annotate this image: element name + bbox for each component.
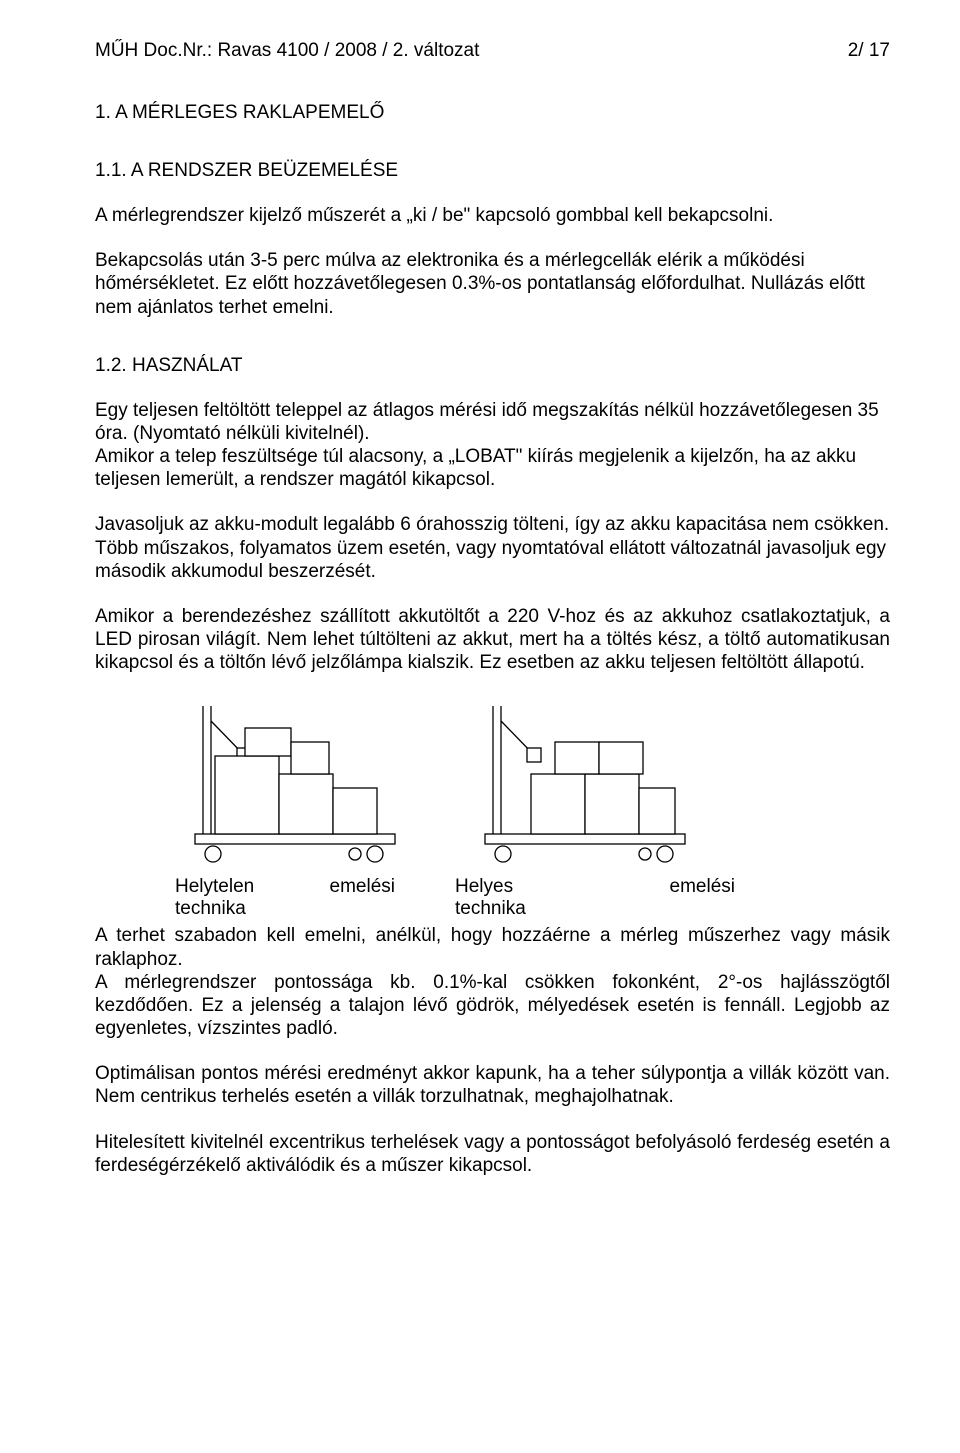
section-1-title: 1. A MÉRLEGES RAKLAPEMELŐ xyxy=(95,102,890,124)
caption-wrong-line2: technika xyxy=(175,898,455,920)
paragraph-1-2-b: Javasoljuk az akku-modult legalább 6 óra… xyxy=(95,513,890,583)
spacer xyxy=(95,341,890,355)
figure-wrong-technique xyxy=(175,696,405,866)
section-1-1-title: 1.1. A RENDSZER BEÜZEMELÉSE xyxy=(95,160,890,182)
caption-right-word3: technika xyxy=(455,898,526,920)
paragraph-1-2-e: Optimálisan pontos mérési eredményt akko… xyxy=(95,1062,890,1108)
caption-wrong-word1: Helytelen xyxy=(175,876,254,898)
paragraph-1-1-b: Bekapcsolás után 3-5 perc múlva az elekt… xyxy=(95,249,890,319)
caption-wrong-word3: technika xyxy=(175,898,246,920)
caption-wrong-line1: Helytelen emelési xyxy=(175,876,455,898)
paragraph-1-2-a: Egy teljesen feltöltött teleppel az átla… xyxy=(95,399,890,492)
doc-reference: MŰH Doc.Nr.: Ravas 4100 / 2008 / 2. vált… xyxy=(95,40,479,62)
section-1-2-title: 1.2. HASZNÁLAT xyxy=(95,355,890,377)
figure-caption-row-1: Helytelen emelési Helyes emelési xyxy=(175,876,890,898)
figure-row xyxy=(175,696,890,866)
caption-wrong-word2: emelési xyxy=(330,876,395,898)
caption-right-line1: Helyes emelési xyxy=(455,876,735,898)
paragraph-1-1-a: A mérlegrendszer kijelző műszerét a „ki … xyxy=(95,204,890,227)
figure-correct-technique xyxy=(465,696,695,866)
paragraph-1-2-c: Amikor a berendezéshez szállított akkutö… xyxy=(95,605,890,675)
caption-right-line2: technika xyxy=(455,898,735,920)
paragraph-1-2-f: Hitelesített kivitelnél excentrikus terh… xyxy=(95,1131,890,1177)
caption-right-word2: emelési xyxy=(670,876,735,898)
figure-caption-row-2: technika technika xyxy=(175,898,890,920)
caption-right-word1: Helyes xyxy=(455,876,513,898)
page-number: 2/ 17 xyxy=(848,40,890,62)
page-header: MŰH Doc.Nr.: Ravas 4100 / 2008 / 2. vált… xyxy=(95,40,890,62)
paragraph-1-2-d: A terhet szabadon kell emelni, anélkül, … xyxy=(95,924,890,1040)
document-page: MŰH Doc.Nr.: Ravas 4100 / 2008 / 2. vált… xyxy=(0,0,960,1453)
